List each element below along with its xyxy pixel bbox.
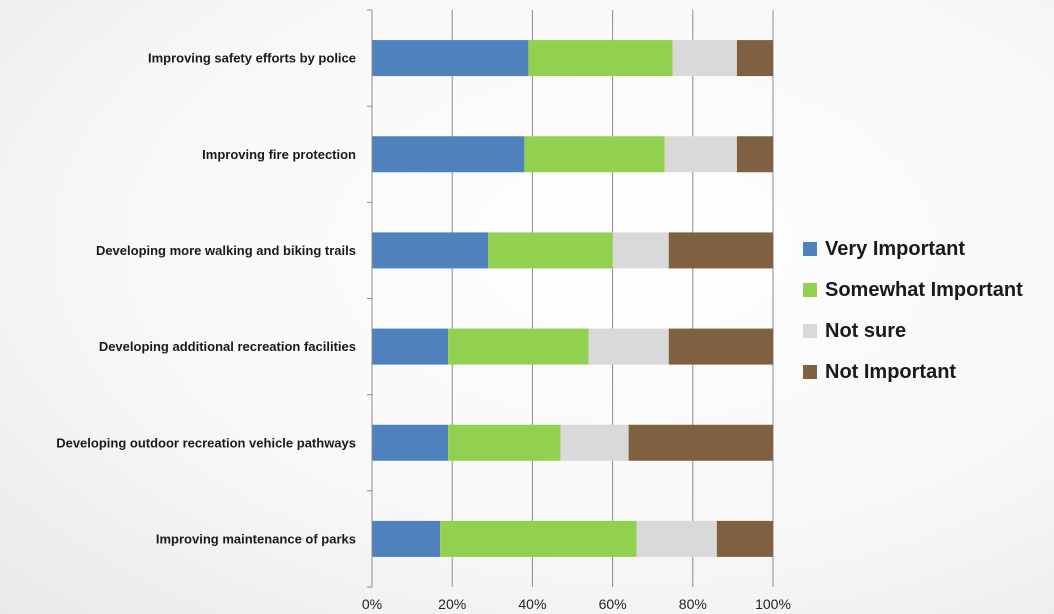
bar-segment-somewhat-important xyxy=(524,136,665,173)
bar-segment-very-important xyxy=(372,424,449,461)
legend-swatch xyxy=(803,242,817,256)
legend-item-very-important: Very Important xyxy=(803,234,1023,264)
x-tick-label: 60% xyxy=(599,596,627,612)
x-tick-label: 20% xyxy=(438,596,466,612)
bar-segment-not-sure xyxy=(588,328,669,365)
axes xyxy=(367,9,373,588)
bar-segment-very-important xyxy=(372,40,529,77)
legend-item-not-important: Not Important xyxy=(803,357,1023,387)
category-label: Improving maintenance of parks xyxy=(156,531,356,546)
legend-label: Not sure xyxy=(825,319,907,342)
bar-segment-not-important xyxy=(736,136,773,173)
bar-segment-not-sure xyxy=(664,136,737,173)
bar-segment-somewhat-important xyxy=(488,232,613,269)
bars xyxy=(372,40,773,557)
legend-item-somewhat-important: Somewhat Important xyxy=(803,275,1023,305)
legend-swatch xyxy=(803,283,817,297)
bar-segment-not-important xyxy=(716,520,773,557)
legend-label: Somewhat Important xyxy=(825,278,1023,301)
bar-segment-not-important xyxy=(668,232,773,269)
bar-segment-somewhat-important xyxy=(448,328,589,365)
bar-segment-very-important xyxy=(372,520,441,557)
bar-segment-not-important xyxy=(736,40,773,77)
bar-segment-not-sure xyxy=(560,424,629,461)
category-label: Developing outdoor recreation vehicle pa… xyxy=(56,435,356,450)
bar-segment-not-important xyxy=(628,424,773,461)
category-label: Improving fire protection xyxy=(202,147,356,162)
bar-segment-very-important xyxy=(372,232,489,269)
bar-segment-very-important xyxy=(372,136,525,173)
gridlines xyxy=(451,10,774,587)
legend-label: Very Important xyxy=(825,237,966,260)
x-tick-label: 100% xyxy=(755,596,791,612)
legend-label: Not Important xyxy=(825,360,957,383)
bar-segment-somewhat-important xyxy=(440,520,637,557)
bar-segment-not-sure xyxy=(612,232,669,269)
legend-swatch xyxy=(803,365,817,379)
x-tick-label: 80% xyxy=(679,596,707,612)
category-label: Developing more walking and biking trail… xyxy=(96,243,356,258)
bar-segment-somewhat-important xyxy=(448,424,561,461)
bar-segment-very-important xyxy=(372,328,449,365)
category-label: Improving safety efforts by police xyxy=(148,51,356,66)
category-labels: Improving safety efforts by police Improv… xyxy=(56,51,356,547)
category-label: Developing additional recreation facilit… xyxy=(99,339,356,354)
legend-item-not-sure: Not sure xyxy=(803,316,1023,346)
bar-segment-somewhat-important xyxy=(528,40,673,77)
x-tick-label: 0% xyxy=(362,596,382,612)
bar-segment-not-sure xyxy=(636,520,717,557)
legend: Very Important Somewhat Important Not su… xyxy=(803,234,1023,387)
x-tick-labels: 0% 20% 40% 60% 80% 100% xyxy=(362,596,791,612)
x-tick-label: 40% xyxy=(518,596,546,612)
legend-swatch xyxy=(803,324,817,338)
bar-segment-not-sure xyxy=(672,40,737,77)
bar-segment-not-important xyxy=(668,328,773,365)
